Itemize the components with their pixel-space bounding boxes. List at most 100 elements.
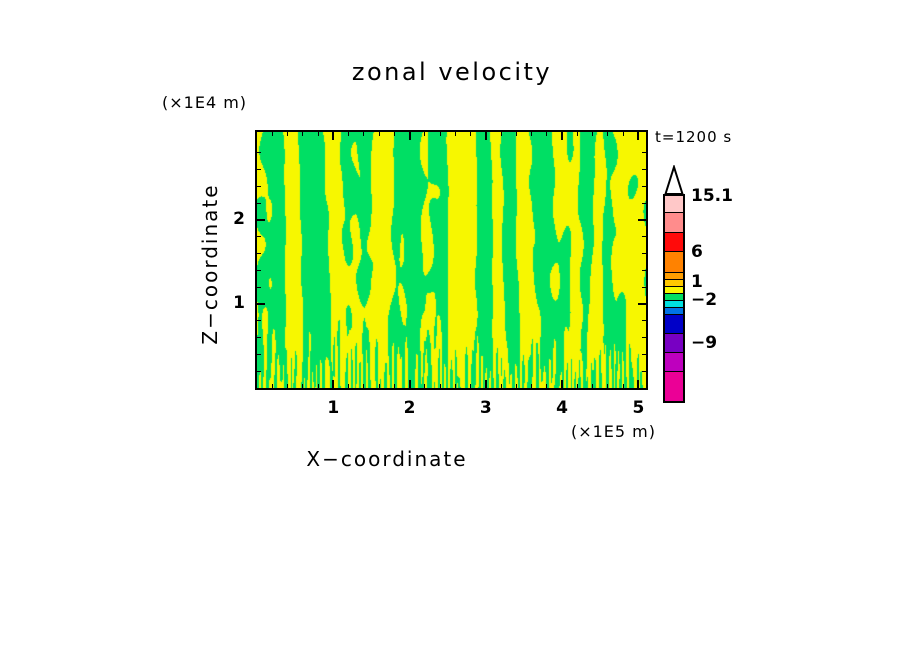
x-minor-tick	[592, 132, 593, 136]
z-minor-tick	[257, 287, 261, 288]
x-major-tick	[409, 132, 411, 140]
colorbar-segment	[665, 279, 683, 286]
x-minor-tick	[424, 132, 425, 136]
z-minor-tick	[642, 287, 646, 288]
z-major-tick	[257, 303, 265, 305]
x-major-tick	[485, 132, 487, 140]
x-minor-tick	[516, 132, 517, 136]
x-minor-tick	[531, 384, 532, 388]
x-tick-label: 1	[327, 398, 340, 418]
colorbar-segment	[665, 232, 683, 251]
x-minor-tick	[424, 384, 425, 388]
x-tick-label: 3	[479, 398, 492, 418]
x-major-tick	[561, 132, 563, 140]
z-minor-tick	[257, 270, 261, 271]
colorbar-tick-label: −9	[691, 333, 718, 353]
x-minor-tick	[501, 132, 502, 136]
x-major-tick	[332, 132, 334, 140]
x-minor-tick	[302, 132, 303, 136]
z-major-tick	[638, 303, 646, 305]
x-minor-tick	[470, 384, 471, 388]
z-minor-tick	[642, 270, 646, 271]
x-minor-tick	[440, 132, 441, 136]
x-minor-tick	[501, 384, 502, 388]
x-minor-tick	[531, 132, 532, 136]
colorbar-tick-label: 15.1	[691, 186, 733, 206]
x-major-tick	[561, 380, 563, 388]
x-minor-tick	[607, 384, 608, 388]
x-major-tick	[332, 380, 334, 388]
x-minor-tick	[516, 384, 517, 388]
x-minor-tick	[302, 384, 303, 388]
z-minor-tick	[642, 203, 646, 204]
colorbar-segment	[665, 272, 683, 279]
colorbar-overflow-arrow-icon	[664, 165, 684, 195]
x-minor-tick	[318, 132, 319, 136]
x-tick-label: 5	[632, 398, 645, 418]
x-major-tick	[485, 380, 487, 388]
z-tick-label: 2	[233, 209, 245, 230]
colorbar-segment	[665, 286, 683, 293]
x-minor-tick	[348, 384, 349, 388]
x-minor-tick	[577, 384, 578, 388]
z-minor-tick	[642, 337, 646, 338]
z-minor-tick	[257, 169, 261, 170]
colorbar-tick-label: 6	[691, 242, 703, 262]
x-minor-tick	[607, 132, 608, 136]
x-minor-tick	[379, 132, 380, 136]
z-major-tick	[257, 219, 265, 221]
z-minor-tick	[257, 354, 261, 355]
colorbar-segment	[665, 333, 683, 352]
z-tick-label: 1	[233, 293, 245, 314]
x-minor-tick	[348, 132, 349, 136]
x-minor-tick	[470, 132, 471, 136]
x-minor-tick	[287, 132, 288, 136]
colorbar-segment	[665, 293, 683, 300]
x-minor-tick	[287, 384, 288, 388]
x-minor-tick	[455, 384, 456, 388]
x-minor-tick	[272, 132, 273, 136]
z-axis-unit-label: (×1E4 m)	[162, 93, 248, 112]
z-major-tick	[638, 219, 646, 221]
colorbar-segment	[665, 371, 683, 401]
colorbar-tick-label: −2	[691, 290, 718, 310]
z-minor-tick	[257, 253, 261, 254]
x-axis-title: X−coordinate	[306, 447, 468, 471]
x-minor-tick	[272, 384, 273, 388]
x-major-tick	[637, 380, 639, 388]
x-minor-tick	[394, 132, 395, 136]
colorbar-segment	[665, 196, 683, 212]
colorbar-segment	[665, 212, 683, 232]
time-annotation: t=1200 s	[655, 128, 733, 146]
z-minor-tick	[642, 371, 646, 372]
x-major-tick	[637, 132, 639, 140]
z-minor-tick	[257, 371, 261, 372]
colorbar-segment	[665, 314, 683, 333]
x-minor-tick	[623, 384, 624, 388]
x-minor-tick	[363, 132, 364, 136]
colorbar-segment	[665, 251, 683, 272]
z-minor-tick	[257, 337, 261, 338]
colorbar	[663, 194, 685, 403]
z-minor-tick	[642, 253, 646, 254]
x-minor-tick	[592, 384, 593, 388]
contour-field-canvas	[257, 132, 646, 388]
x-minor-tick	[379, 384, 380, 388]
z-minor-tick	[642, 354, 646, 355]
x-minor-tick	[546, 132, 547, 136]
x-minor-tick	[440, 384, 441, 388]
x-minor-tick	[623, 132, 624, 136]
z-minor-tick	[257, 203, 261, 204]
plot-area	[255, 130, 648, 390]
z-minor-tick	[642, 169, 646, 170]
z-minor-tick	[257, 152, 261, 153]
z-minor-tick	[257, 186, 261, 187]
x-minor-tick	[577, 132, 578, 136]
z-minor-tick	[642, 186, 646, 187]
colorbar-tick-label: 1	[691, 272, 703, 292]
x-minor-tick	[363, 384, 364, 388]
colorbar-segment	[665, 300, 683, 307]
z-axis-title: Z−coordinate	[198, 183, 222, 345]
x-minor-tick	[546, 384, 547, 388]
